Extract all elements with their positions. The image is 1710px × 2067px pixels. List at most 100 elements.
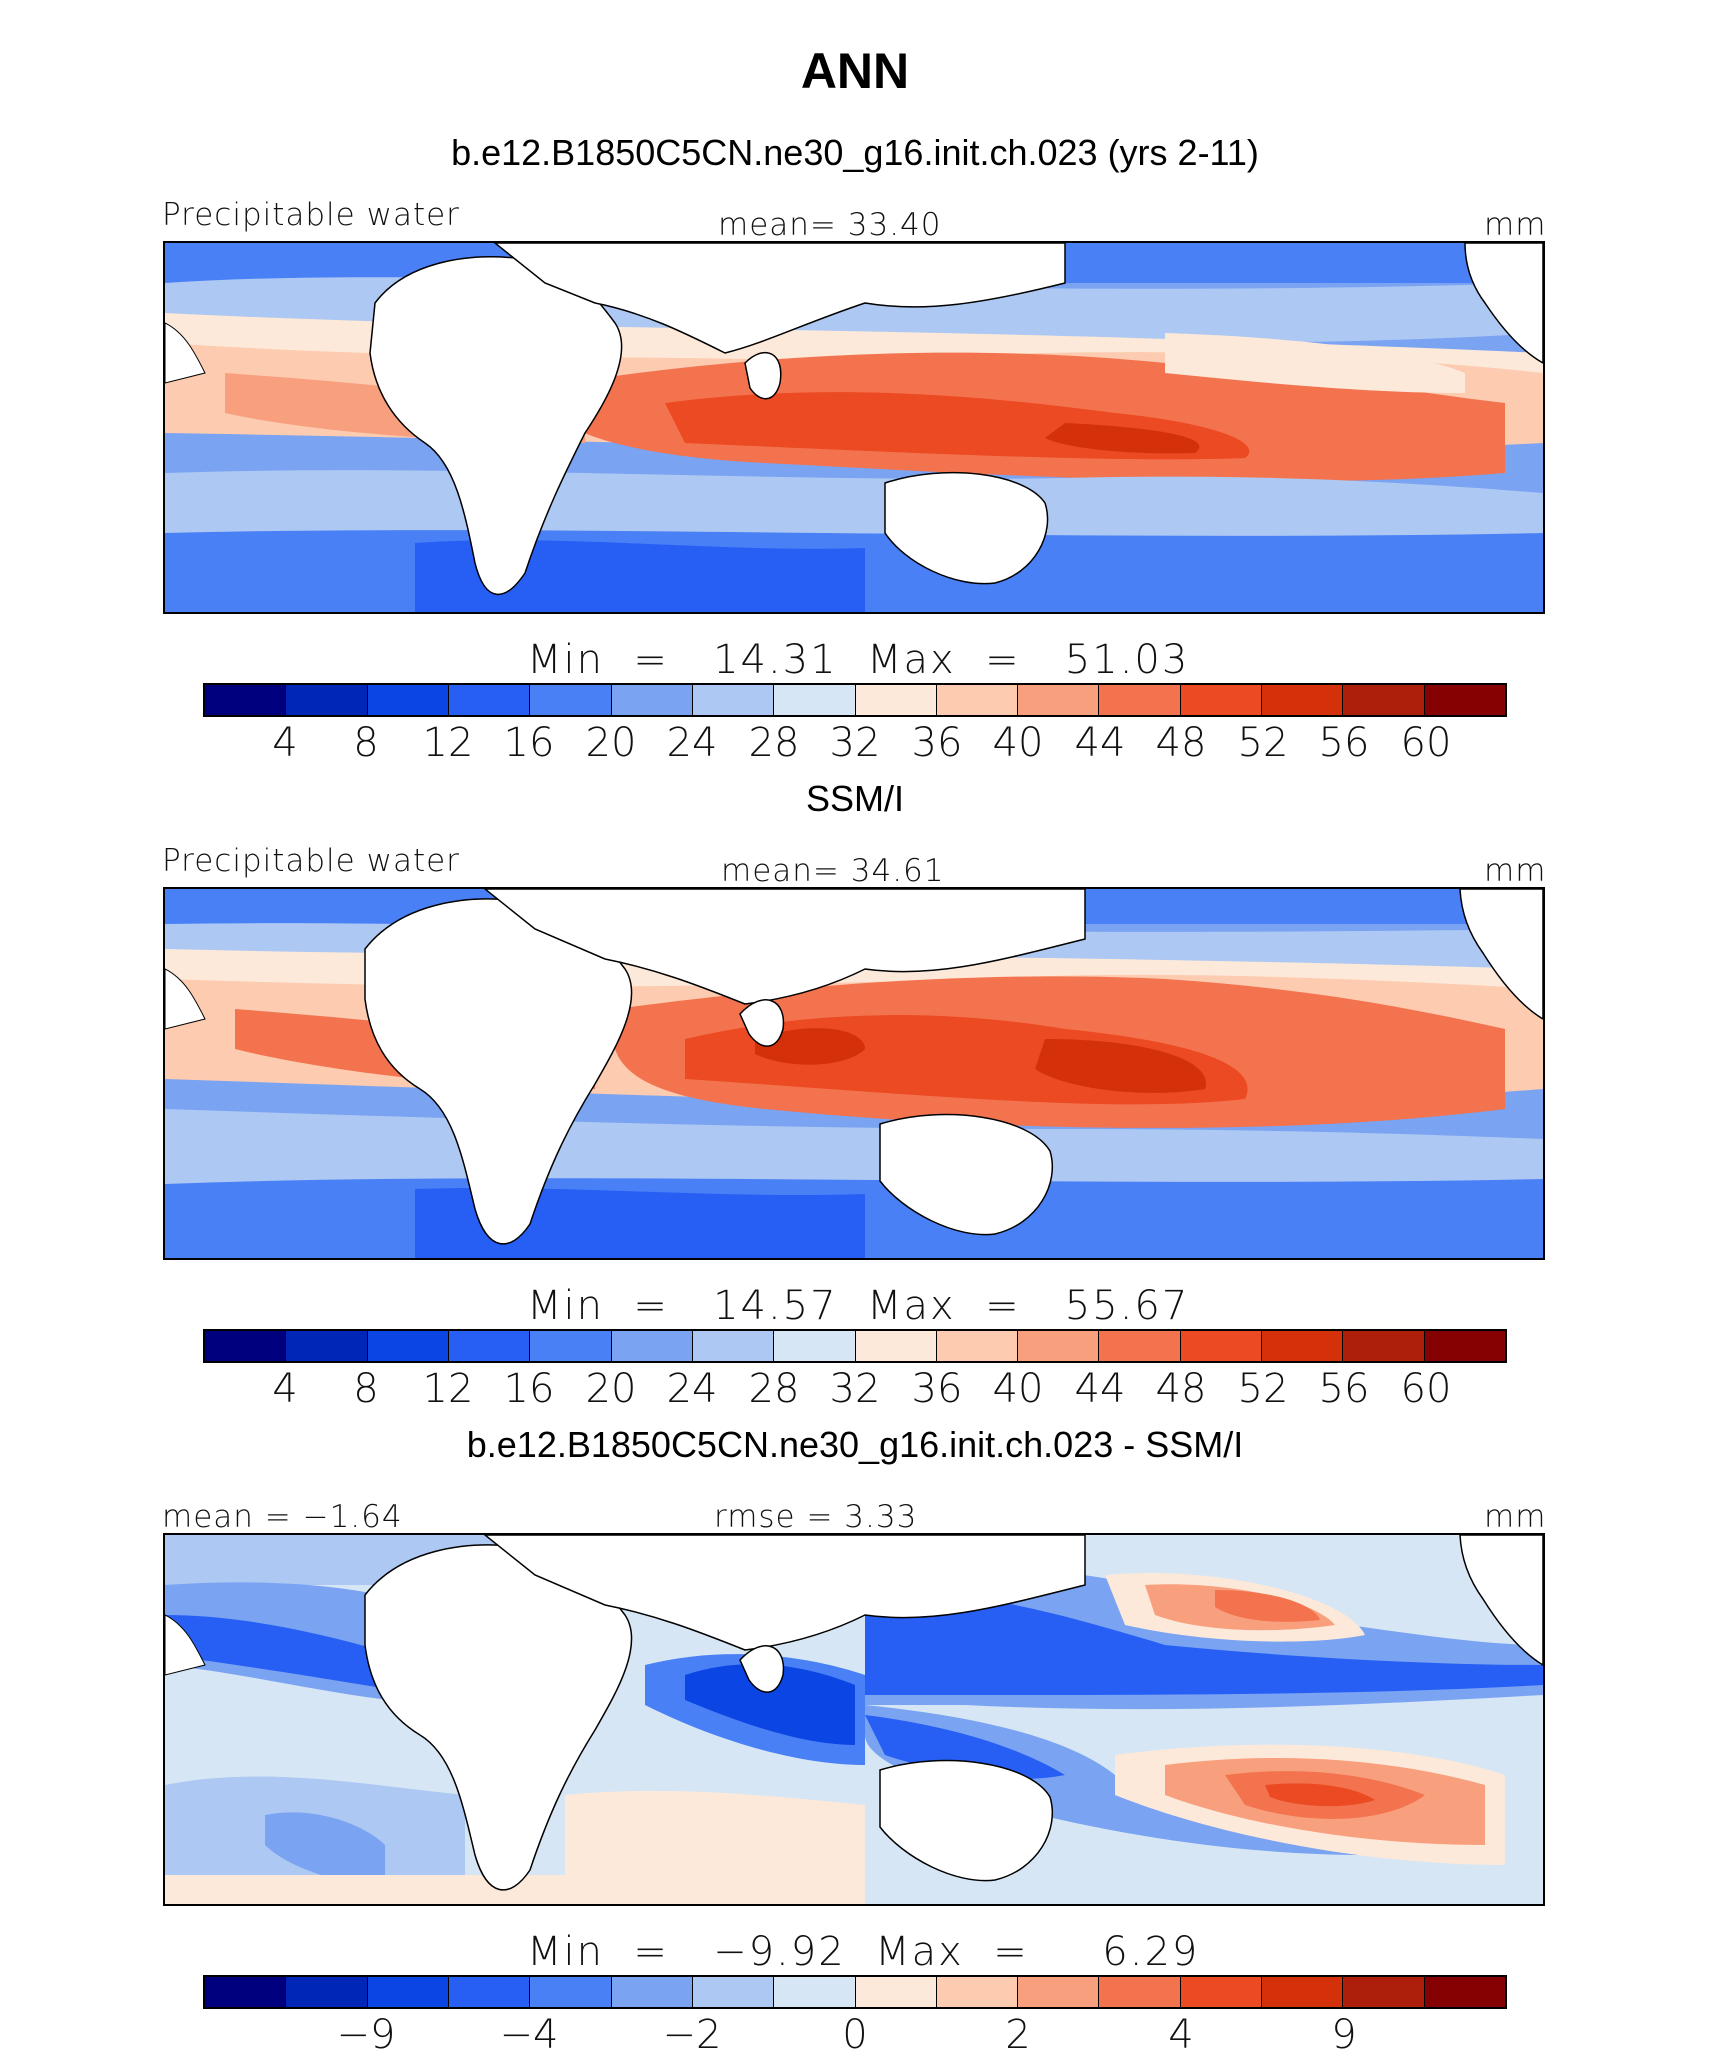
colorbar-box bbox=[1262, 1977, 1344, 2007]
colorbar-box bbox=[286, 685, 368, 715]
panel-1-map-svg bbox=[165, 243, 1543, 612]
colorbar-box bbox=[205, 1977, 287, 2007]
colorbar-tick-label: 28 bbox=[748, 720, 800, 766]
panel-3-units-label: mm bbox=[1484, 1499, 1547, 1535]
colorbar-box bbox=[1099, 1977, 1181, 2007]
colorbar-box bbox=[1424, 1977, 1505, 2007]
panel-3-map bbox=[163, 1533, 1545, 1906]
panel-1-colorbar bbox=[203, 683, 1507, 717]
colorbar-tick-label: 4 bbox=[1168, 2012, 1194, 2058]
colorbar-box bbox=[855, 685, 937, 715]
colorbar-box bbox=[936, 1977, 1019, 2007]
colorbar-tick-label: −4 bbox=[499, 2012, 559, 2058]
panel-3-heading: b.e12.B1850C5CN.ne30_g16.init.ch.023 - S… bbox=[466, 1424, 1244, 1465]
colorbar-tick-label: 36 bbox=[911, 720, 963, 766]
colorbar-tick-label: 2 bbox=[1005, 2012, 1031, 2058]
colorbar-box bbox=[692, 1977, 775, 2007]
colorbar-box bbox=[1099, 685, 1181, 715]
colorbar-tick-label: 9 bbox=[1331, 2012, 1357, 2058]
panel-3-rmse-label: rmse = 3.33 bbox=[714, 1499, 918, 1535]
colorbar-box bbox=[692, 685, 775, 715]
colorbar-box bbox=[611, 1331, 693, 1361]
colorbar-tick-label: 56 bbox=[1318, 720, 1370, 766]
colorbar-tick-label: 52 bbox=[1237, 1366, 1289, 1412]
colorbar-tick-label: 48 bbox=[1155, 720, 1207, 766]
colorbar-box bbox=[286, 1331, 368, 1361]
colorbar-box bbox=[774, 1331, 856, 1361]
colorbar-box bbox=[1180, 1977, 1263, 2007]
colorbar-tick-label: −9 bbox=[336, 2012, 396, 2058]
colorbar-tick-label: 16 bbox=[503, 720, 555, 766]
colorbar-tick-label: 20 bbox=[585, 720, 637, 766]
colorbar-box bbox=[367, 685, 449, 715]
colorbar-tick-label: 4 bbox=[272, 720, 298, 766]
colorbar-box bbox=[1343, 1331, 1425, 1361]
colorbar-tick-label: 40 bbox=[992, 1366, 1044, 1412]
colorbar-box bbox=[1018, 1331, 1100, 1361]
colorbar-box bbox=[530, 685, 612, 715]
panel-2-variable-label: Precipitable water bbox=[162, 843, 460, 879]
colorbar-box bbox=[855, 1977, 937, 2007]
colorbar-box bbox=[286, 1977, 368, 2007]
panel-2-mean-label: mean= 34.61 bbox=[721, 853, 945, 889]
colorbar-tick-label: 60 bbox=[1400, 720, 1452, 766]
panel-2-map bbox=[163, 887, 1545, 1260]
colorbar-tick-label: 44 bbox=[1074, 1366, 1126, 1412]
panel-2-units-label: mm bbox=[1484, 853, 1547, 889]
colorbar-tick-label: 48 bbox=[1155, 1366, 1207, 1412]
colorbar-box bbox=[611, 1977, 693, 2007]
colorbar-tick-label: −2 bbox=[662, 2012, 722, 2058]
colorbar-tick-label: 0 bbox=[842, 2012, 868, 2058]
colorbar-box bbox=[936, 685, 1019, 715]
colorbar-box bbox=[1424, 685, 1505, 715]
colorbar-tick-label: 52 bbox=[1237, 720, 1289, 766]
colorbar-box bbox=[1018, 685, 1100, 715]
panel-2-heading: SSM/I bbox=[805, 778, 904, 819]
colorbar-box bbox=[205, 685, 287, 715]
colorbar-tick-label: 40 bbox=[992, 720, 1044, 766]
panel-1-heading: b.e12.B1850C5CN.ne30_g16.init.ch.023 (yr… bbox=[451, 132, 1259, 173]
colorbar-box bbox=[611, 685, 693, 715]
colorbar-box bbox=[774, 1977, 856, 2007]
colorbar-tick-label: 24 bbox=[666, 1366, 718, 1412]
colorbar-tick-label: 16 bbox=[503, 1366, 555, 1412]
colorbar-box bbox=[530, 1331, 612, 1361]
panel-2-map-svg bbox=[165, 889, 1543, 1258]
colorbar-box bbox=[448, 685, 531, 715]
colorbar-tick-label: 12 bbox=[422, 720, 474, 766]
panel-1-map bbox=[163, 241, 1545, 614]
colorbar-box bbox=[1262, 685, 1344, 715]
colorbar-box bbox=[1099, 1331, 1181, 1361]
colorbar-box bbox=[1262, 1331, 1344, 1361]
colorbar-box bbox=[774, 685, 856, 715]
colorbar-box bbox=[530, 1977, 612, 2007]
colorbar-box bbox=[448, 1977, 531, 2007]
colorbar-box bbox=[205, 1331, 287, 1361]
colorbar-tick-label: 8 bbox=[353, 720, 379, 766]
colorbar-tick-label: 32 bbox=[829, 720, 881, 766]
colorbar-tick-label: 60 bbox=[1400, 1366, 1452, 1412]
colorbar-box bbox=[448, 1331, 531, 1361]
colorbar-box bbox=[1424, 1331, 1505, 1361]
panel-2-minmax: Min = 14.57 Max = 55.67 bbox=[527, 1283, 1190, 1329]
colorbar-tick-label: 32 bbox=[829, 1366, 881, 1412]
page-title: ANN bbox=[800, 43, 910, 99]
panel-3-minmax: Min = −9.92 Max = 6.29 bbox=[527, 1929, 1200, 1975]
panel-1-mean-label: mean= 33.40 bbox=[718, 207, 942, 243]
colorbar-box bbox=[855, 1331, 937, 1361]
panel-2-colorbar bbox=[203, 1329, 1507, 1363]
colorbar-box bbox=[367, 1977, 449, 2007]
colorbar-tick-label: 56 bbox=[1318, 1366, 1370, 1412]
panel-3-mean-label: mean = −1.64 bbox=[162, 1499, 403, 1535]
panel-3-colorbar bbox=[203, 1975, 1507, 2009]
colorbar-box bbox=[1343, 1977, 1425, 2007]
colorbar-box bbox=[367, 1331, 449, 1361]
colorbar-tick-label: 28 bbox=[748, 1366, 800, 1412]
colorbar-tick-label: 20 bbox=[585, 1366, 637, 1412]
colorbar-tick-label: 24 bbox=[666, 720, 718, 766]
colorbar-tick-label: 44 bbox=[1074, 720, 1126, 766]
panel-3-map-svg bbox=[165, 1535, 1543, 1904]
colorbar-box bbox=[1180, 1331, 1263, 1361]
colorbar-box bbox=[1018, 1977, 1100, 2007]
colorbar-tick-label: 8 bbox=[353, 1366, 379, 1412]
